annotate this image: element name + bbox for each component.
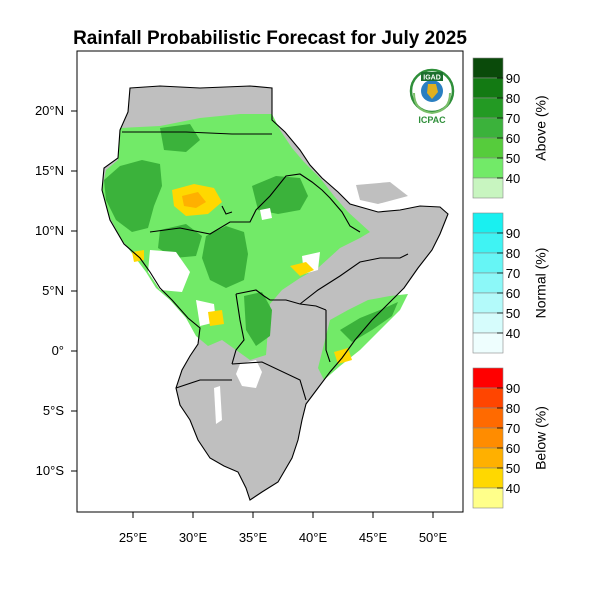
legend-label: 50 bbox=[506, 151, 520, 166]
lon-tick-label: 30°E bbox=[179, 530, 208, 545]
legend-swatch bbox=[472, 137, 504, 159]
map-title: Rainfall Probabilistic Forecast for July… bbox=[73, 28, 467, 49]
lon-tick-label: 40°E bbox=[299, 530, 328, 545]
legend-label: 50 bbox=[506, 306, 520, 321]
legend-label: 70 bbox=[506, 266, 520, 281]
latitude-axis: 20°N 15°N 10°N 5°N 0° 5°S 10°S bbox=[35, 103, 77, 478]
legend-swatch bbox=[472, 292, 504, 314]
legend-label: 40 bbox=[506, 481, 520, 496]
legend-title: Normal (%) bbox=[533, 248, 549, 319]
lon-tick-label: 45°E bbox=[359, 530, 388, 545]
legend-label: 80 bbox=[506, 91, 520, 106]
legend-label: 90 bbox=[506, 226, 520, 241]
legend-swatch bbox=[472, 252, 504, 274]
legend-swatch bbox=[472, 467, 504, 489]
lon-tick-label: 35°E bbox=[239, 530, 268, 545]
legend-label: 70 bbox=[506, 111, 520, 126]
logo-bottom-text: ICPAC bbox=[418, 115, 446, 125]
longitude-axis: 25°E 30°E 35°E 40°E 45°E 50°E bbox=[119, 512, 448, 545]
lat-tick-label: 15°N bbox=[35, 163, 64, 178]
legend-swatch bbox=[472, 117, 504, 139]
lat-tick-label: 10°S bbox=[36, 463, 65, 478]
legend-label: 70 bbox=[506, 421, 520, 436]
legend-title: Above (%) bbox=[533, 95, 549, 160]
lat-tick-label: 5°S bbox=[43, 403, 64, 418]
lon-tick-label: 25°E bbox=[119, 530, 148, 545]
legend-above: 90 80 70 60 50 40 Above (%) bbox=[472, 57, 549, 199]
legend-title: Below (%) bbox=[533, 406, 549, 470]
legend-swatch bbox=[472, 407, 504, 429]
icpac-logo: IGAD ICPAC bbox=[409, 68, 455, 125]
legend-swatch bbox=[472, 77, 504, 99]
legend-swatch bbox=[472, 487, 504, 509]
legend-swatch bbox=[472, 367, 504, 389]
legend-label: 40 bbox=[506, 326, 520, 341]
legend-swatch bbox=[472, 212, 504, 234]
below-normal-shading bbox=[132, 184, 352, 364]
lon-tick-label: 50°E bbox=[419, 530, 448, 545]
lat-tick-label: 10°N bbox=[35, 223, 64, 238]
lat-tick-label: 0° bbox=[52, 343, 64, 358]
legend-swatch bbox=[472, 232, 504, 254]
legend-label: 60 bbox=[506, 286, 520, 301]
legend-below: 90 80 70 60 50 40 Below (%) bbox=[472, 367, 549, 509]
legend-label: 60 bbox=[506, 131, 520, 146]
legend-label: 50 bbox=[506, 461, 520, 476]
legend-label: 80 bbox=[506, 246, 520, 261]
legend-label: 90 bbox=[506, 381, 520, 396]
logo-top-text: IGAD bbox=[423, 75, 441, 82]
legend-swatch bbox=[472, 312, 504, 334]
legend-normal: 90 80 70 60 50 40 Normal (%) bbox=[472, 212, 549, 354]
legend-swatch bbox=[472, 57, 504, 79]
country-borders bbox=[101, 85, 449, 501]
legend-swatch bbox=[472, 332, 504, 354]
legend-swatch bbox=[472, 97, 504, 119]
legend-label: 90 bbox=[506, 71, 520, 86]
legend-swatch bbox=[472, 157, 504, 179]
legend-label: 40 bbox=[506, 171, 520, 186]
lat-tick-label: 5°N bbox=[42, 283, 64, 298]
legend-swatch bbox=[472, 387, 504, 409]
legend-swatch bbox=[472, 447, 504, 469]
legend-label: 60 bbox=[506, 441, 520, 456]
legend-swatch bbox=[472, 177, 504, 199]
legend-label: 80 bbox=[506, 401, 520, 416]
lakes bbox=[214, 208, 272, 424]
legend-swatch bbox=[472, 427, 504, 449]
legend-swatch bbox=[472, 272, 504, 294]
lat-tick-label: 20°N bbox=[35, 103, 64, 118]
